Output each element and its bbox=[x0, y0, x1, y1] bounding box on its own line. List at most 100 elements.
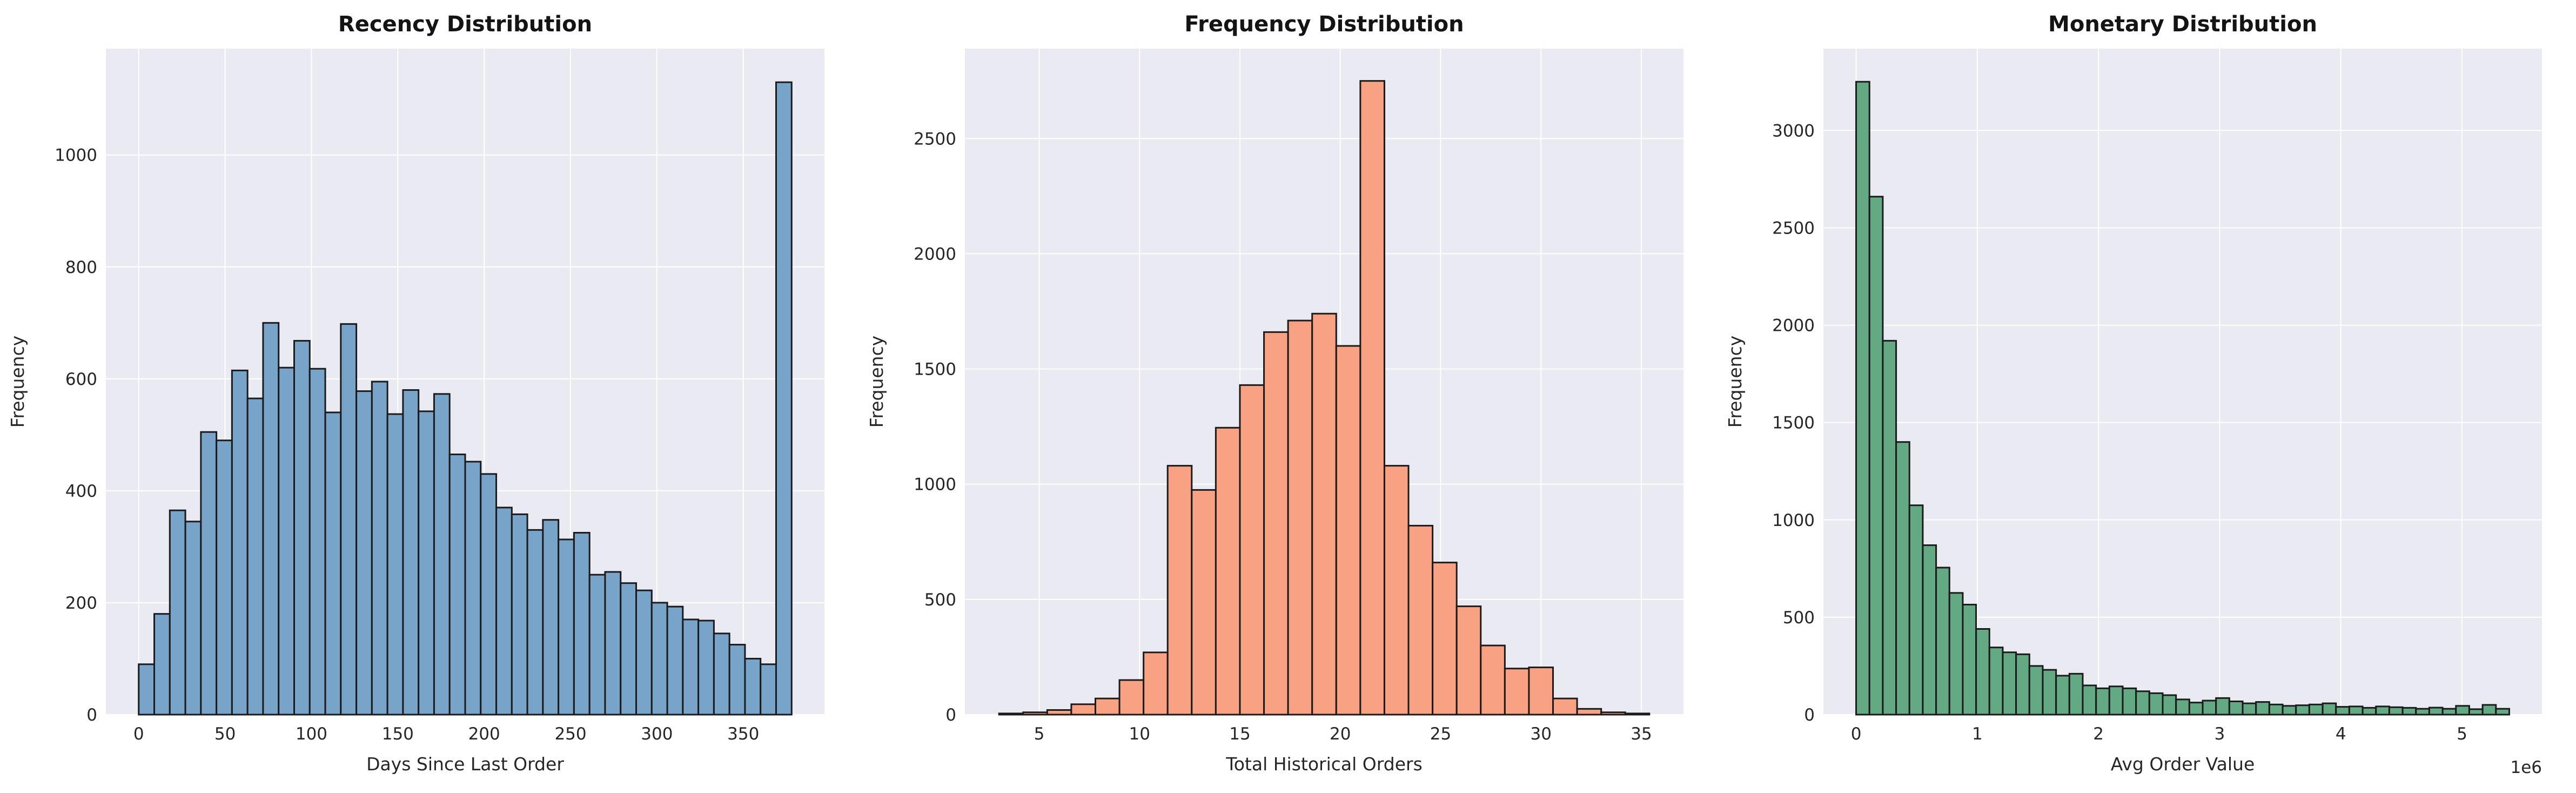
histogram-bar bbox=[1948, 592, 1964, 716]
y-tick-label: 1000 bbox=[1772, 511, 1815, 530]
x-tick-label: 20 bbox=[1330, 724, 1351, 744]
histogram-bar bbox=[1239, 384, 1265, 716]
x-tick-label: 4 bbox=[2336, 724, 2346, 744]
histogram-bar bbox=[1600, 711, 1626, 716]
histogram-bar bbox=[293, 339, 311, 716]
y-axis-label: Frequency bbox=[1725, 336, 1746, 428]
histogram-bar bbox=[1624, 712, 1651, 716]
histogram-bar bbox=[2362, 707, 2377, 716]
x-tick-label: 5 bbox=[2457, 724, 2467, 744]
histogram-bar bbox=[588, 574, 606, 716]
histogram-bar bbox=[2068, 672, 2084, 716]
histogram-bar bbox=[1975, 628, 1990, 716]
histogram-bar bbox=[744, 657, 762, 716]
histogram-bar bbox=[573, 532, 591, 716]
histogram-bar bbox=[495, 507, 513, 716]
histogram-bar bbox=[2441, 708, 2457, 716]
x-axis-label: Avg Order Value bbox=[2111, 754, 2255, 775]
histogram-bar bbox=[1118, 679, 1145, 716]
histogram-bar bbox=[1455, 605, 1482, 716]
chart-title: Monetary Distribution bbox=[2048, 12, 2317, 37]
histogram-bar bbox=[2388, 706, 2404, 716]
histogram-bar bbox=[558, 538, 575, 716]
histogram-bar bbox=[1046, 709, 1072, 716]
histogram-bar bbox=[464, 461, 482, 716]
y-tick-label: 200 bbox=[65, 594, 97, 613]
y-tick-label: 600 bbox=[65, 370, 97, 389]
histogram-bar bbox=[418, 410, 435, 716]
y-tick-label: 2500 bbox=[914, 129, 956, 149]
histogram-bar bbox=[153, 613, 171, 716]
y-tick-label: 1500 bbox=[1772, 414, 1815, 433]
histogram-bar bbox=[2015, 653, 2030, 716]
histogram-bar bbox=[2242, 702, 2257, 716]
histogram-bar bbox=[635, 589, 653, 716]
x-tick-label: 300 bbox=[641, 724, 673, 744]
histogram-bar bbox=[1432, 562, 1458, 716]
histogram-bar bbox=[2175, 698, 2190, 716]
histogram-bar bbox=[2135, 690, 2150, 716]
x-axis-label: Days Since Last Order bbox=[366, 754, 564, 775]
y-axis-label: Frequency bbox=[7, 336, 28, 428]
histogram-bar bbox=[1552, 697, 1578, 716]
histogram-bar bbox=[371, 381, 388, 716]
x-tick-label: 25 bbox=[1430, 724, 1451, 744]
histogram-bar bbox=[620, 582, 638, 716]
histogram-bar bbox=[1287, 319, 1313, 716]
histogram-bar bbox=[2042, 669, 2057, 716]
histogram-bar bbox=[2148, 692, 2164, 716]
histogram-bar bbox=[511, 513, 528, 716]
monetary-histogram: 0 500 1000 1500 2000 2500 3000 0 1 2 3 4 5 Monetary … bbox=[1725, 12, 2542, 777]
y-tick-label: 1000 bbox=[55, 146, 97, 165]
histogram-bar bbox=[2401, 707, 2417, 716]
histogram-bar bbox=[1383, 465, 1410, 716]
x-tick-label: 0 bbox=[133, 724, 144, 744]
histogram-bar bbox=[526, 529, 544, 716]
x-axis-offset-text: 1e6 bbox=[2510, 758, 2542, 777]
histogram-bar bbox=[2308, 703, 2324, 716]
histogram-bar bbox=[2375, 705, 2390, 716]
histogram-bar bbox=[1335, 345, 1361, 716]
histogram-bar bbox=[1528, 667, 1554, 716]
histogram-bar bbox=[542, 519, 560, 716]
x-tick-label: 3 bbox=[2215, 724, 2225, 744]
histogram-bar bbox=[138, 663, 156, 716]
histogram-bar bbox=[246, 397, 264, 716]
histogram-bar bbox=[2468, 708, 2484, 716]
y-tick-label: 0 bbox=[86, 705, 97, 725]
y-tick-label: 0 bbox=[1804, 705, 1815, 725]
histogram-bar bbox=[2055, 675, 2070, 716]
histogram-bar bbox=[200, 431, 218, 716]
histogram-bar bbox=[1895, 441, 1910, 716]
histogram-bar bbox=[2282, 705, 2297, 716]
histogram-bar bbox=[2455, 705, 2470, 716]
histogram-bar bbox=[216, 439, 233, 716]
histogram-bar bbox=[2295, 704, 2310, 716]
histogram-bar bbox=[697, 619, 715, 716]
histogram-bar bbox=[760, 663, 777, 716]
x-axis-label: Total Historical Orders bbox=[1225, 754, 1423, 775]
plot-area: 0 500 1000 1500 2000 2500 3000 0 1 2 3 4 5 bbox=[1772, 49, 2542, 744]
chart-title: Frequency Distribution bbox=[1184, 12, 1464, 37]
histogram-bar bbox=[2415, 708, 2430, 716]
y-tick-label: 1500 bbox=[914, 360, 956, 379]
histogram-bar bbox=[184, 521, 202, 716]
histogram-bar bbox=[1935, 567, 1950, 716]
histogram-bar bbox=[1576, 708, 1602, 716]
x-tick-label: 50 bbox=[214, 724, 236, 744]
histogram-bar bbox=[1868, 196, 1884, 716]
histogram-bar bbox=[2322, 702, 2337, 716]
histogram-bar bbox=[2428, 707, 2444, 716]
histogram-bar bbox=[448, 454, 466, 716]
y-tick-label: 0 bbox=[945, 705, 956, 725]
x-tick-label: 100 bbox=[296, 724, 327, 744]
histogram-bar bbox=[2188, 702, 2204, 716]
histogram-bar bbox=[340, 323, 358, 716]
x-tick-label: 2 bbox=[2093, 724, 2104, 744]
y-tick-label: 3000 bbox=[1772, 121, 1815, 141]
histogram-bar bbox=[1166, 465, 1193, 716]
histogram-bar bbox=[262, 322, 280, 716]
histogram-bar bbox=[355, 390, 373, 716]
histogram-bar bbox=[2228, 701, 2244, 716]
